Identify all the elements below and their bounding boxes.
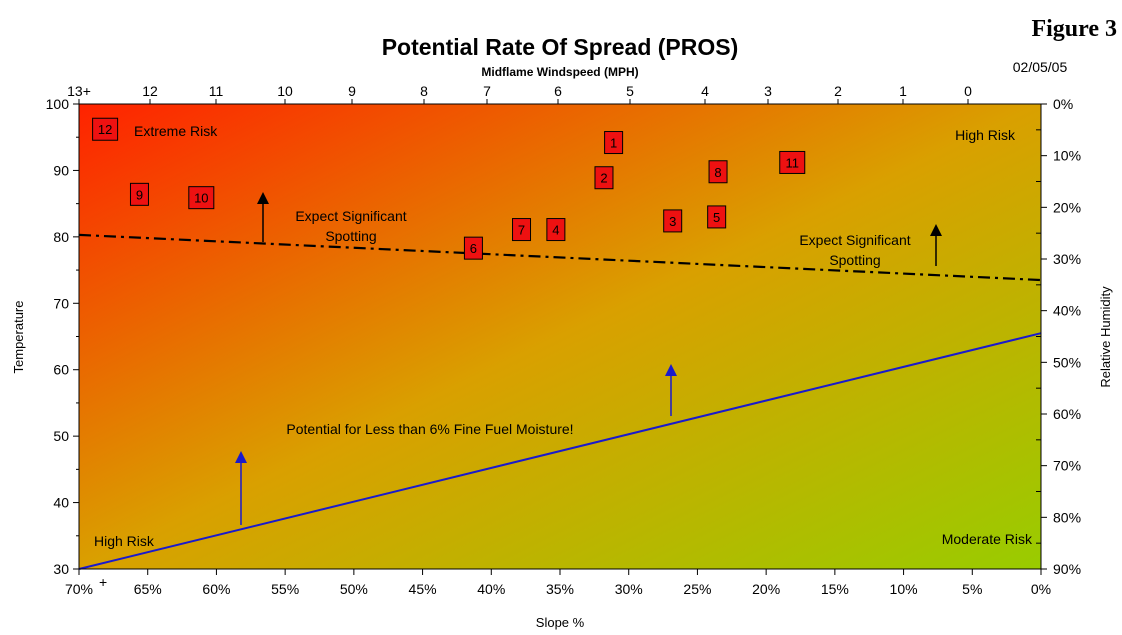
x-tick-label: 40% — [477, 581, 505, 597]
spotting-right-line1: Expect Significant — [799, 232, 910, 248]
x-tick-label: 50% — [340, 581, 368, 597]
data-point-marker — [707, 205, 727, 229]
top-tick-label: 11 — [209, 83, 224, 99]
data-point-label: 7 — [518, 223, 525, 238]
x-tick-label: 25% — [683, 581, 711, 597]
x-tick-label: 65% — [134, 581, 162, 597]
chart-title: Potential Rate Of Spread (PROS) — [382, 34, 739, 60]
data-point-label: 6 — [470, 241, 477, 256]
x-tick-label: 0% — [1031, 581, 1051, 597]
trend-lines — [78, 233, 1042, 570]
y-tick-label: 60 — [53, 362, 69, 378]
y2-tick-label: 0% — [1053, 96, 1073, 112]
spotting-left-line1: Expect Significant — [295, 208, 406, 224]
top-tick-label: 4 — [701, 83, 709, 99]
high-risk-bottom-label: High Risk — [94, 533, 155, 549]
y2-tick-label: 10% — [1053, 148, 1081, 164]
data-point-label: 2 — [600, 171, 607, 186]
top-tick-label: 0 — [964, 83, 972, 99]
y-tick-label: 100 — [46, 96, 70, 112]
data-point-label: 11 — [786, 155, 800, 170]
x-tick-label: 5% — [962, 581, 982, 597]
data-point-label: 1 — [610, 136, 617, 151]
y2-tick-label: 70% — [1053, 458, 1081, 474]
x-tick-label: 30% — [615, 581, 643, 597]
y2-tick-label: 30% — [1053, 251, 1081, 267]
y-axis-label: Temperature — [11, 301, 26, 374]
x-tick-label: 60% — [202, 581, 230, 597]
data-point-marker — [546, 218, 566, 242]
data-point-marker — [708, 160, 728, 184]
top-tick-label: 9 — [348, 83, 356, 99]
y-tick-label: 90 — [53, 162, 69, 178]
axis-ticks: 70% 65% 60% 55% 50% 45% 40% 35% 30% 25% 20% 15% 10% 5… — [46, 83, 1081, 597]
y2-tick-label: 20% — [1053, 199, 1081, 215]
data-point-label: 9 — [136, 187, 143, 202]
y-tick-label: 70 — [53, 295, 69, 311]
data-point-marker — [779, 150, 806, 174]
x-tick-label: 70% — [65, 581, 93, 597]
y2-tick-label: 50% — [1053, 354, 1081, 370]
data-point-label: 3 — [669, 214, 676, 229]
data-point-label: 8 — [714, 165, 721, 180]
top-tick-label: 10 — [277, 83, 293, 99]
top-tick-label: 12 — [142, 83, 158, 99]
x-tick-label: 35% — [546, 581, 574, 597]
extreme-risk-label: Extreme Risk — [134, 123, 218, 139]
data-point-marker — [129, 182, 149, 206]
y-tick-label: 30 — [53, 561, 69, 577]
top-tick-label: 6 — [554, 83, 562, 99]
data-point-label: 4 — [552, 223, 559, 238]
data-point-marker — [92, 117, 119, 141]
data-point-marker — [663, 209, 683, 233]
top-tick-label: 7 — [483, 83, 491, 99]
spotting-right-line2: Spotting — [829, 252, 880, 268]
data-point-marker — [594, 166, 614, 190]
top-tick-label: 1 — [899, 83, 907, 99]
high-risk-top-label: High Risk — [955, 127, 1016, 143]
plot-frame — [78, 103, 1042, 570]
top-tick-label: 5 — [626, 83, 634, 99]
spotting-line — [78, 233, 1042, 282]
y2-axis-label: Relative Humidity — [1098, 286, 1113, 388]
top-tick-label: 13+ — [67, 83, 91, 99]
fuel-moisture-line — [78, 332, 1042, 570]
date-label: 02/05/05 — [1013, 59, 1068, 75]
y-tick-label: 50 — [53, 428, 69, 444]
top-tick-label: 8 — [420, 83, 428, 99]
x-tick-label: 55% — [271, 581, 299, 597]
moderate-risk-label: Moderate Risk — [942, 531, 1033, 547]
x-tick-label: 10% — [890, 581, 918, 597]
y2-tick-label: 90% — [1053, 561, 1081, 577]
top-tick-label: 2 — [834, 83, 842, 99]
data-point-label: 12 — [98, 122, 112, 137]
data-point-label: 5 — [713, 210, 720, 225]
figure-label: Figure 3 — [1031, 16, 1117, 42]
y2-tick-label: 60% — [1053, 406, 1081, 422]
fuel-moisture-label: Potential for Less than 6% Fine Fuel Moi… — [286, 421, 573, 437]
spotting-left-line2: Spotting — [325, 228, 376, 244]
data-point-marker — [512, 218, 532, 242]
x-tick-label: 20% — [752, 581, 780, 597]
y-tick-label: 80 — [53, 229, 69, 245]
top-axis-label: Midflame Windspeed (MPH) — [481, 65, 638, 79]
plot-area — [79, 104, 1041, 569]
x-tick-label: 15% — [821, 581, 849, 597]
data-point-label: 10 — [194, 191, 208, 206]
data-point-marker — [604, 131, 624, 155]
x-tick-label: 45% — [409, 581, 437, 597]
x-axis-label: Slope % — [536, 615, 585, 630]
data-point-marker — [188, 186, 215, 210]
y-tick-label: 40 — [53, 495, 69, 511]
x-tick-plus: + — [99, 574, 107, 590]
data-point-marker — [463, 236, 483, 260]
y2-tick-label: 40% — [1053, 303, 1081, 319]
y2-tick-label: 80% — [1053, 509, 1081, 525]
top-tick-label: 3 — [764, 83, 772, 99]
